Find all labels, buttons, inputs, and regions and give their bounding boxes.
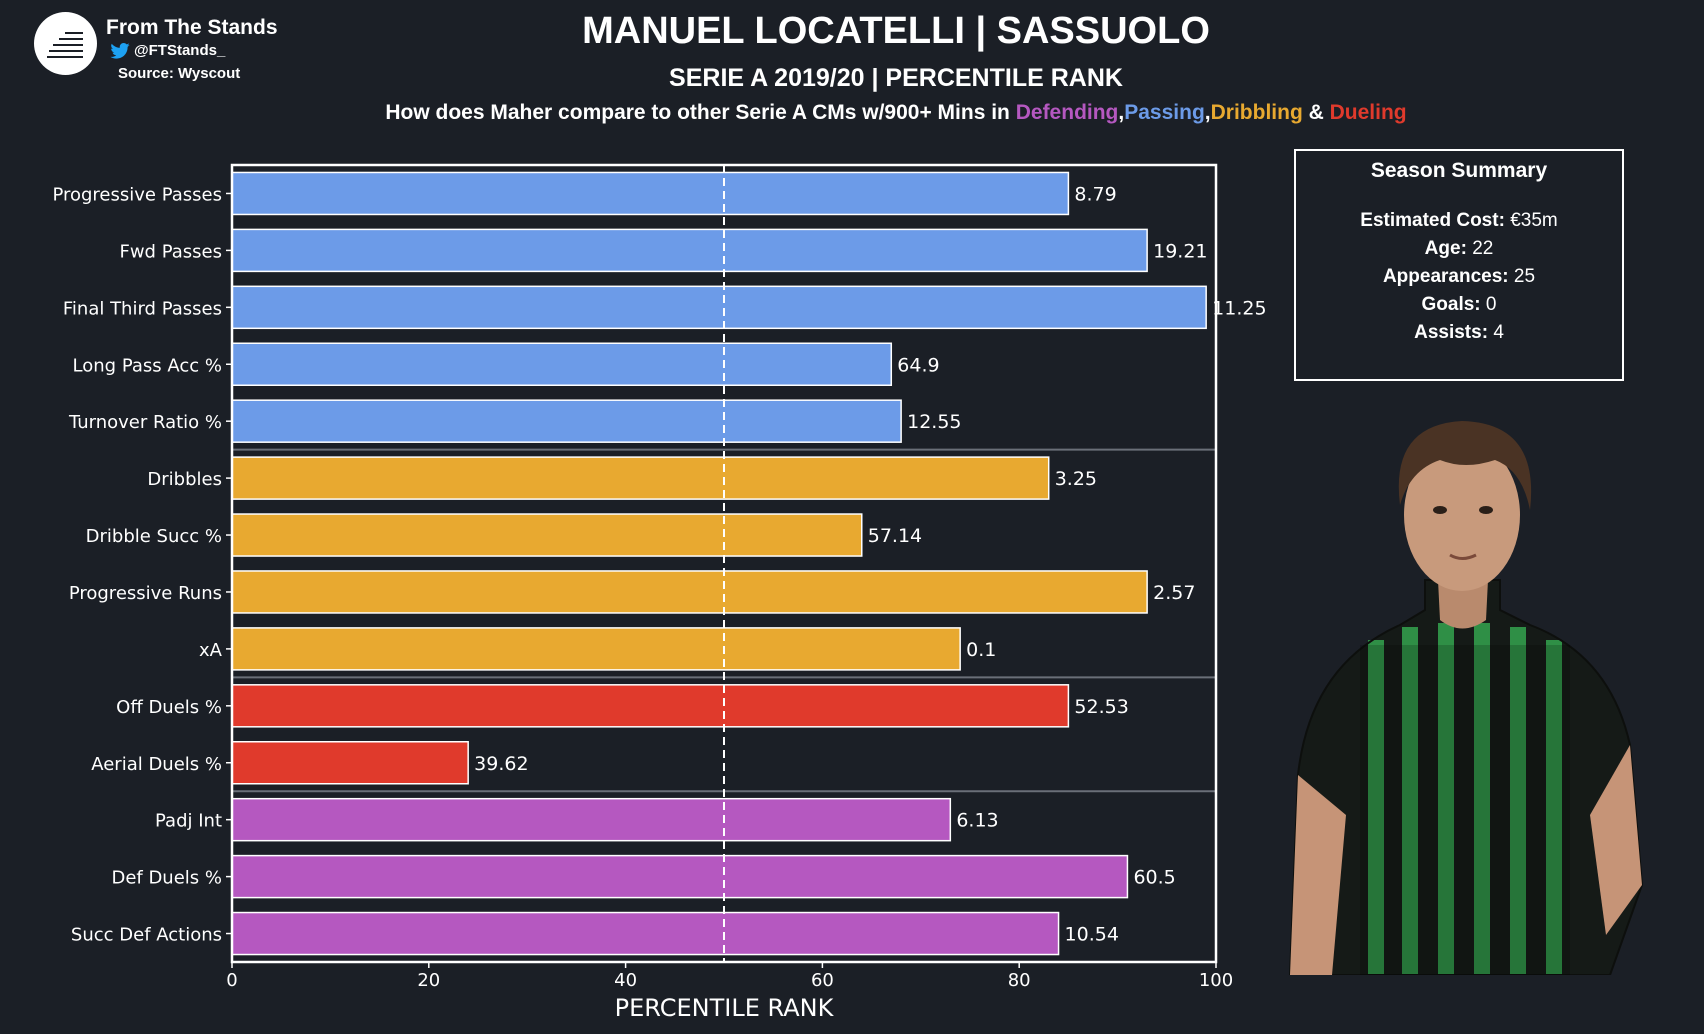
bar-passing [231, 228, 1148, 273]
bar-value-label: 11.25 [1212, 297, 1266, 319]
bar-defending [231, 854, 1129, 899]
bar-dribbling [231, 627, 961, 671]
summary-row: Assists: 4 [1414, 322, 1504, 343]
bar-dueling [231, 684, 1070, 728]
category-label: Padj Int [155, 811, 222, 832]
summary-row: Estimated Cost: €35m [1360, 210, 1558, 231]
legend-sep: & [1302, 101, 1330, 124]
bar-value-label: 64.9 [897, 354, 939, 376]
bar-passing [231, 399, 902, 443]
summary-row: Age: 22 [1424, 238, 1494, 259]
brand-handle[interactable]: @FTStands_ [110, 42, 226, 59]
legend-dribbling: Dribbling [1210, 101, 1303, 124]
bar-defending [231, 797, 952, 842]
category-label: Dribble Succ % [86, 526, 222, 547]
x-tick-label: 0 [226, 970, 237, 991]
bar-value-label: 60.5 [1133, 867, 1175, 889]
percentile-bar-chart: Progressive Passes 8.79 Fwd Passes 19.21 Fin… [52, 163, 1267, 1022]
season-summary-title: Season Summary [1370, 159, 1548, 182]
bar-value-label: 57.14 [868, 525, 922, 547]
legend-defending: Defending [1015, 101, 1119, 124]
bar-value-label: 12.55 [907, 411, 961, 433]
summary-row: Appearances: 25 [1382, 266, 1536, 287]
category-label: Def Duels % [111, 868, 222, 889]
bar-dueling [231, 741, 469, 785]
player-photo [1288, 421, 1644, 975]
category-label: Progressive Runs [69, 583, 222, 604]
season-summary-box: Season Summary Estimated Cost: €35m Age:… [1294, 149, 1624, 381]
category-label: Progressive Passes [52, 184, 222, 205]
category-label: Long Pass Acc % [73, 355, 222, 376]
x-tick-label: 20 [417, 970, 440, 991]
bar-value-label: 0.1 [966, 639, 996, 661]
category-label: Succ Def Actions [71, 925, 222, 946]
brand-name: From The Stands [106, 16, 278, 39]
x-tick-label: 100 [1199, 970, 1233, 991]
x-tick-label: 80 [1008, 970, 1031, 991]
x-tick-label: 40 [614, 970, 637, 991]
question-prefix: How does Maher compare to other Serie A … [385, 101, 1016, 124]
handle-text: @FTStands_ [134, 42, 226, 59]
category-label: Turnover Ratio % [68, 412, 222, 433]
legend-sep: , [1118, 101, 1125, 124]
category-label: Off Duels % [116, 697, 222, 718]
stacked-lines-logo-icon [34, 12, 97, 75]
bar-passing [231, 285, 1207, 330]
x-tick-label: 60 [811, 970, 834, 991]
twitter-bird-icon [110, 43, 130, 59]
summary-row: Goals: 0 [1421, 294, 1497, 315]
bar-value-label: 39.62 [474, 753, 528, 775]
category-label: Fwd Passes [119, 241, 222, 262]
chart-question: How does Maher compare to other Serie A … [0, 101, 1704, 125]
bar-value-label: 10.54 [1065, 924, 1119, 946]
bar-value-label: 3.25 [1055, 468, 1097, 490]
bar-passing [231, 342, 893, 386]
legend-passing: Passing [1124, 101, 1205, 124]
plot-frame [230, 163, 1218, 964]
category-label: Dribbles [147, 469, 222, 490]
legend-sep: , [1204, 101, 1211, 124]
season-summary-rows: Estimated Cost: €35m Age: 22 Appearances… [1296, 207, 1622, 347]
bar-dribbling [231, 513, 863, 557]
bar-value-label: 2.57 [1153, 582, 1195, 604]
bar-dribbling [231, 456, 1050, 500]
chart-subtitle: SERIE A 2019/20 | PERCENTILE RANK [669, 64, 1123, 92]
category-label: xA [199, 640, 223, 661]
bar-value-label: 52.53 [1074, 696, 1128, 718]
chart-title: MANUEL LOCATELLI | SASSUOLO [582, 10, 1210, 52]
category-label: Final Third Passes [63, 298, 222, 319]
bar-value-label: 19.21 [1153, 240, 1207, 262]
x-axis-label: PERCENTILE RANK [615, 994, 835, 1022]
bar-defending [231, 911, 1060, 956]
category-label: Aerial Duels % [91, 754, 222, 775]
bar-value-label: 6.13 [956, 810, 998, 832]
bar-value-label: 8.79 [1074, 183, 1116, 205]
bar-dribbling [231, 570, 1148, 614]
source-note: Source: Wyscout [118, 65, 241, 82]
legend-dueling: Dueling [1329, 101, 1407, 124]
bar-passing [231, 171, 1070, 216]
